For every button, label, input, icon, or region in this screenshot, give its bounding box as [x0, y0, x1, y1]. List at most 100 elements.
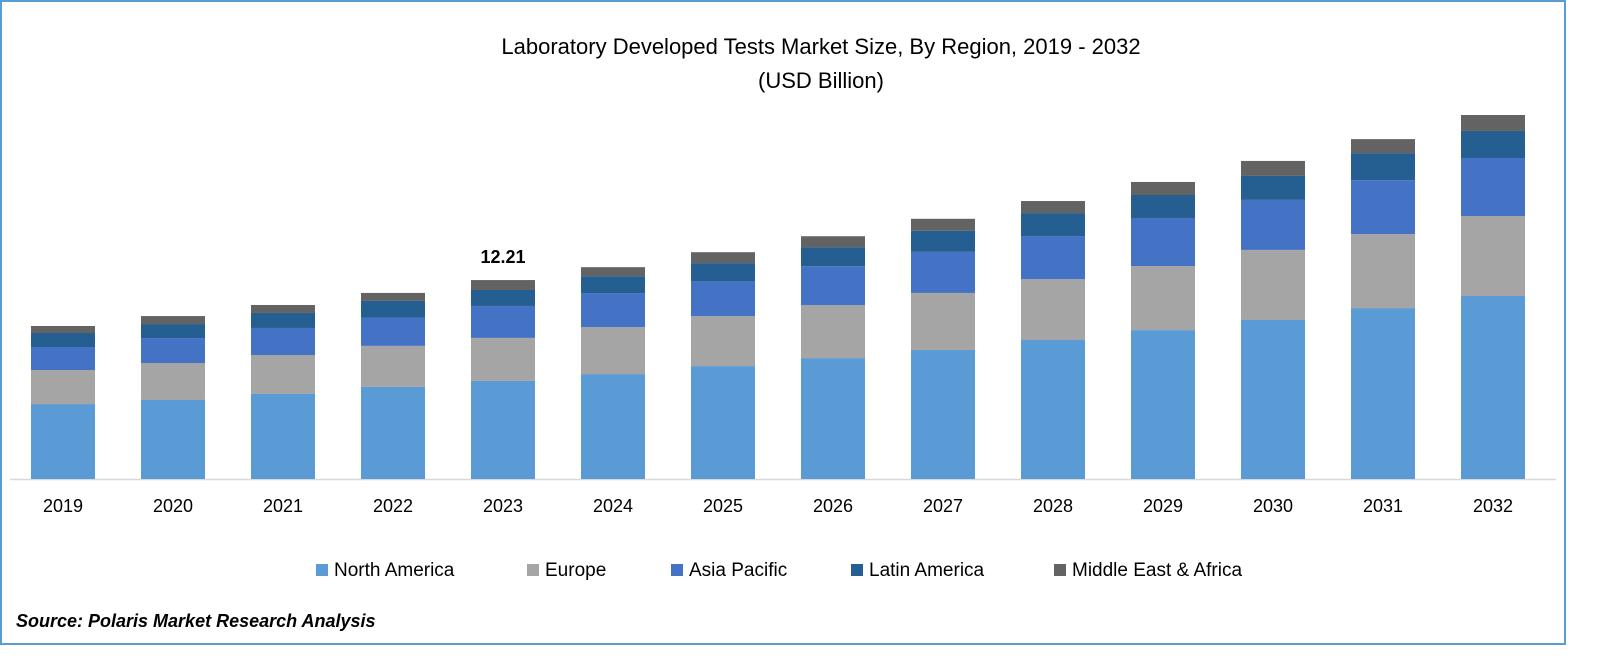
- bar-segment: [141, 324, 205, 339]
- legend-label: North America: [334, 560, 455, 581]
- x-tick-label: 2027: [923, 496, 963, 516]
- x-tick-label: 2031: [1363, 496, 1403, 516]
- x-tick-label: 2032: [1473, 496, 1513, 516]
- bar-segment: [361, 345, 425, 387]
- bar-segment: [141, 399, 205, 479]
- bar-segment: [581, 267, 645, 277]
- bar-segment: [1461, 115, 1525, 131]
- bar-segment: [361, 300, 425, 318]
- bar-segment: [251, 327, 315, 356]
- bar-segment: [141, 316, 205, 325]
- bar-segment: [1021, 201, 1085, 214]
- bar-segment: [1241, 160, 1305, 176]
- bar-segment: [471, 280, 535, 290]
- bar-segment: [251, 355, 315, 394]
- x-tick-label: 2019: [43, 496, 83, 516]
- legend-swatch: [671, 564, 683, 576]
- bar-segment: [1021, 279, 1085, 341]
- bar-segment: [581, 374, 645, 479]
- bar-segment: [801, 236, 865, 248]
- bar-segment: [1351, 139, 1415, 154]
- bar-segment: [1461, 158, 1525, 217]
- bar-segment: [251, 393, 315, 479]
- legend-label: Middle East & Africa: [1072, 560, 1242, 581]
- legend-label: Asia Pacific: [689, 560, 787, 581]
- x-tick-label: 2029: [1143, 496, 1183, 516]
- chart-subtitle: (USD Billion): [758, 68, 884, 93]
- bar-segment: [911, 292, 975, 350]
- bar-segment: [581, 327, 645, 375]
- bar-segment: [801, 305, 865, 359]
- legend-label: Latin America: [869, 560, 985, 581]
- bar-segment: [691, 281, 755, 317]
- x-tick-label: 2024: [593, 496, 633, 516]
- bar-segment: [1021, 236, 1085, 280]
- x-tick-label: 2026: [813, 496, 853, 516]
- bar-segment: [1131, 217, 1195, 267]
- bar-segment: [691, 366, 755, 479]
- bar-segment: [251, 312, 315, 328]
- bar-segment: [471, 380, 535, 479]
- bar-segment: [471, 305, 535, 338]
- bar-segment: [251, 304, 315, 313]
- bar-segment: [1241, 175, 1305, 200]
- frame: [0, 0, 1566, 645]
- bar-segment: [141, 362, 205, 400]
- x-tick-label: 2028: [1033, 496, 1073, 516]
- bar-segment: [1461, 216, 1525, 297]
- bar-segment: [911, 218, 975, 231]
- bar-segment: [691, 263, 755, 282]
- legend-swatch: [527, 564, 539, 576]
- bar-segment: [1131, 266, 1195, 331]
- bar-segment: [911, 251, 975, 293]
- x-tick-label: 2022: [373, 496, 413, 516]
- bar-segment: [31, 369, 95, 405]
- bar-segment: [911, 349, 975, 479]
- bar-segment: [1131, 181, 1195, 196]
- bar-segment: [1131, 330, 1195, 479]
- bar-segment: [141, 338, 205, 363]
- bar-segment: [31, 333, 95, 348]
- bar-segment: [1351, 308, 1415, 479]
- bar-segment: [361, 317, 425, 346]
- bar-segment: [801, 247, 865, 267]
- bar-segment: [691, 252, 755, 264]
- data-label: 12.21: [480, 247, 525, 267]
- bar-segment: [471, 289, 535, 306]
- x-tick-label: 2023: [483, 496, 523, 516]
- bar-segment: [361, 292, 425, 301]
- bar-segment: [801, 266, 865, 306]
- x-tick-label: 2030: [1253, 496, 1293, 516]
- bar-segment: [1021, 213, 1085, 237]
- bar-segment: [801, 358, 865, 479]
- chart-title: Laboratory Developed Tests Market Size, …: [501, 34, 1140, 59]
- legend-swatch: [851, 564, 863, 576]
- bar-segment: [1351, 234, 1415, 309]
- bar-segment: [31, 347, 95, 370]
- bar-segment: [1461, 296, 1525, 479]
- x-tick-label: 2025: [703, 496, 743, 516]
- bar-segment: [581, 293, 645, 328]
- legend-label: Europe: [545, 560, 606, 581]
- bar-segment: [911, 230, 975, 252]
- bar-segment: [1131, 195, 1195, 218]
- bar-segment: [1241, 319, 1305, 479]
- legend-swatch: [1054, 564, 1066, 576]
- bar-segment: [31, 404, 95, 479]
- bar-segment: [31, 326, 95, 334]
- x-tick-label: 2021: [263, 496, 303, 516]
- bar-segment: [1021, 340, 1085, 479]
- bar-segment: [361, 386, 425, 479]
- bar-segment: [691, 316, 755, 367]
- bar-segment: [471, 337, 535, 381]
- bar-segment: [1241, 199, 1305, 250]
- x-tick-label: 2020: [153, 496, 193, 516]
- source: Source: Polaris Market Research Analysis: [16, 611, 376, 631]
- bar-segment: [1351, 180, 1415, 235]
- bar-segment: [581, 276, 645, 294]
- legend-swatch: [316, 564, 328, 576]
- bar-segment: [1241, 249, 1305, 320]
- bar-segment: [1351, 153, 1415, 181]
- bar-segment: [1461, 130, 1525, 159]
